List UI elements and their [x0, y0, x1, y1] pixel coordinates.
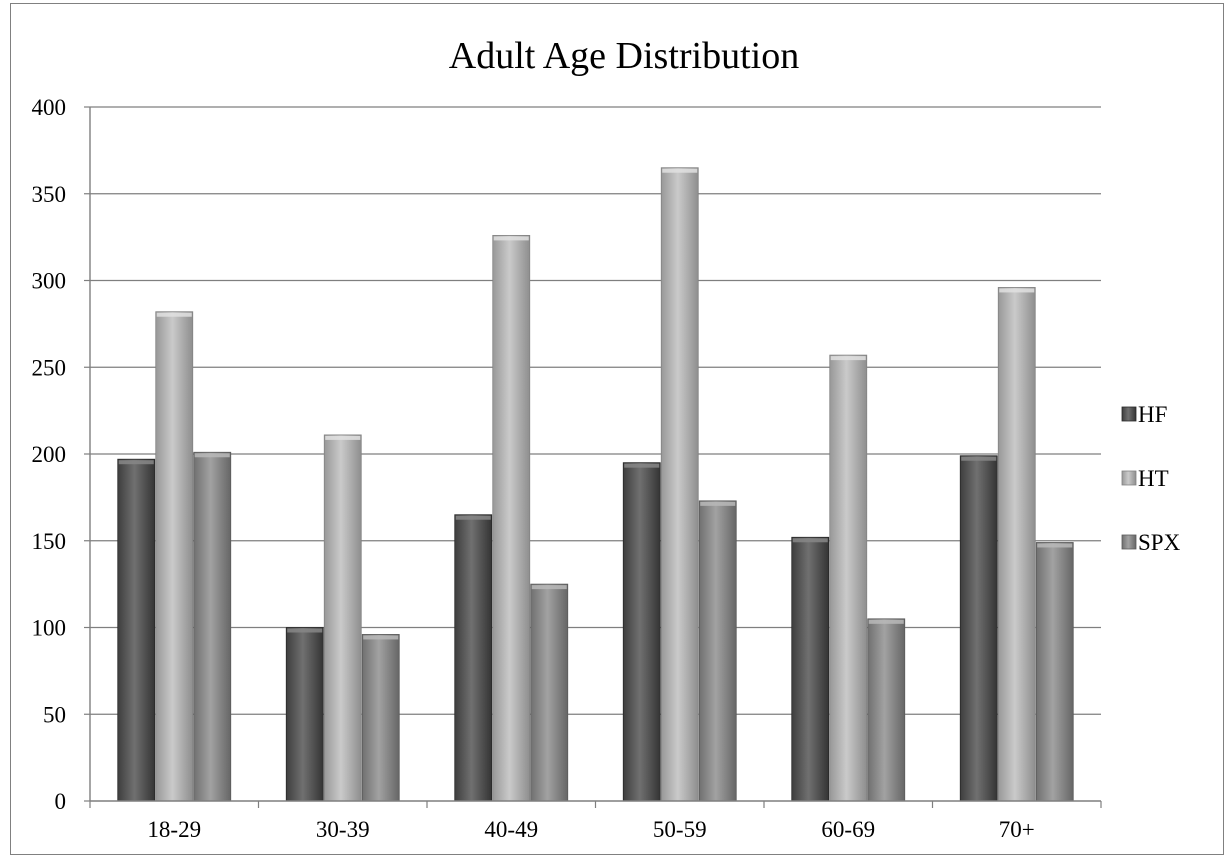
- legend: HF HT SPX: [1121, 402, 1181, 555]
- x-tick-label: 40-49: [484, 817, 538, 842]
- y-tick-label: 100: [32, 616, 67, 641]
- y-axis-tick-labels: 0 50 100 150 200 250 300 350 400: [32, 95, 67, 814]
- bar-ht-40-49: [492, 234, 531, 802]
- bar-hf-70+: [959, 455, 998, 802]
- legend-swatch: [1121, 406, 1137, 422]
- bar-spx-70+: [1035, 542, 1074, 802]
- bar-spx-60-69: [867, 618, 906, 802]
- y-tick-label: 350: [32, 182, 67, 207]
- bar-spx-18-29: [193, 451, 232, 802]
- bar-hf-40-49: [454, 514, 493, 802]
- x-tick-label: 30-39: [316, 817, 370, 842]
- bar-hf-30-39: [285, 627, 324, 802]
- x-tick-label: 60-69: [821, 817, 875, 842]
- y-tick-label: 250: [32, 355, 67, 380]
- bar-spx-50-59: [698, 500, 737, 802]
- y-tick-label: 50: [43, 702, 66, 727]
- x-axis-tick-labels: 18-29 30-39 40-49 50-59 60-69 70+: [147, 817, 1034, 842]
- y-tick-label: 0: [55, 789, 67, 814]
- legend-label: SPX: [1138, 530, 1181, 555]
- bar-spx-30-39: [361, 634, 400, 802]
- y-tick-label: 150: [32, 529, 67, 554]
- x-tick-label: 70+: [999, 817, 1035, 842]
- legend-item-spx: SPX: [1121, 530, 1181, 555]
- bar-hf-50-59: [622, 462, 661, 802]
- legend-swatch: [1121, 470, 1137, 486]
- bar-hf-18-29: [117, 458, 156, 802]
- bar-ht-50-59: [660, 167, 699, 802]
- bar-hf-60-69: [791, 536, 830, 802]
- y-tick-label: 200: [32, 442, 67, 467]
- bar-spx-40-49: [530, 583, 569, 802]
- y-tick-label: 400: [32, 95, 67, 120]
- axes: [89, 107, 1102, 808]
- gridlines: [84, 106, 1101, 802]
- legend-item-ht: HT: [1121, 466, 1169, 491]
- bar-ht-18-29: [155, 311, 194, 802]
- x-tick-label: 50-59: [653, 817, 707, 842]
- bar-ht-70+: [997, 287, 1036, 802]
- bar-ht-60-69: [829, 354, 868, 802]
- y-tick-label: 300: [32, 269, 67, 294]
- chart-title: Adult Age Distribution: [449, 35, 799, 77]
- legend-label: HF: [1138, 402, 1167, 427]
- bar-ht-30-39: [323, 434, 362, 802]
- legend-item-hf: HF: [1121, 402, 1167, 427]
- bars: [117, 167, 1074, 802]
- legend-label: HT: [1138, 466, 1169, 491]
- x-tick-label: 18-29: [147, 817, 201, 842]
- legend-swatch: [1121, 534, 1137, 550]
